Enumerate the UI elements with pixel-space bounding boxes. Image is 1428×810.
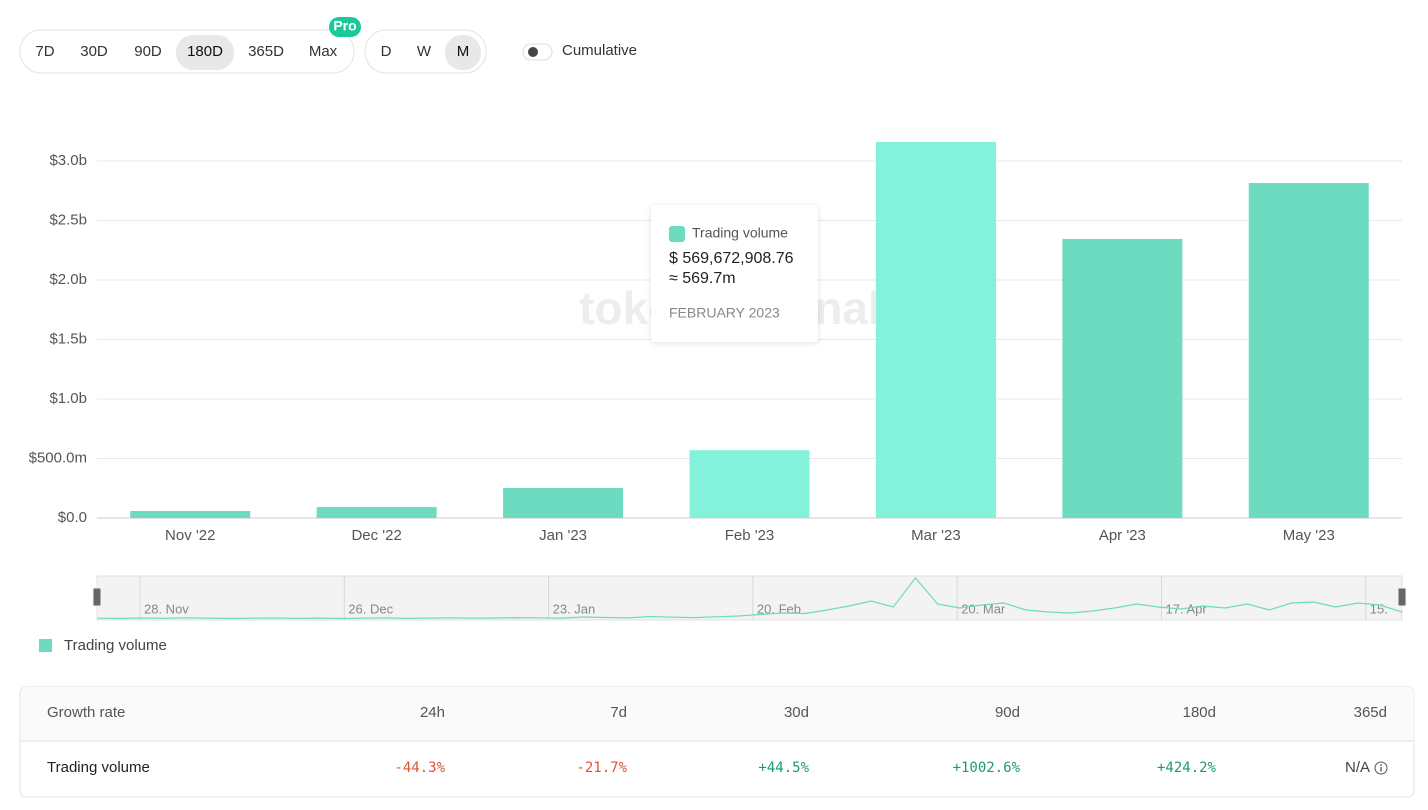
growth-cell: +424.2% (1157, 760, 1217, 776)
tooltip (651, 205, 818, 342)
pro-badge-text: Pro (333, 18, 356, 34)
tooltip-series: Trading volume (692, 225, 788, 241)
row-label: Trading volume (47, 759, 150, 776)
y-tick-label: $500.0m (29, 449, 87, 466)
bar (875, 141, 996, 518)
navigator-label: 23. Jan (553, 601, 596, 616)
navigator-label: 15. (1370, 601, 1388, 616)
navigator-label: 17. Apr (1166, 601, 1208, 616)
x-tick-label: Feb '23 (725, 527, 775, 544)
navigator-label: 28. Nov (144, 601, 189, 616)
range-button[interactable]: 90D (134, 43, 162, 60)
y-tick-label: $0.0 (58, 509, 87, 526)
info-icon[interactable] (1374, 761, 1388, 775)
range-button[interactable]: 365D (248, 43, 284, 60)
tooltip-approx: ≈ 569.7m (669, 270, 736, 287)
table-header-cell: 24h (420, 704, 445, 721)
toggle-label[interactable]: Cumulative (562, 42, 637, 59)
range-button[interactable]: 180D (187, 43, 223, 60)
bar (689, 450, 810, 518)
bar (1248, 183, 1369, 518)
table-header-cell: 7d (610, 704, 627, 721)
table-header-bg (20, 687, 1414, 741)
range-button[interactable]: Max (309, 43, 338, 60)
y-tick-label: $2.5b (49, 211, 87, 228)
x-tick-label: Dec '22 (351, 527, 401, 544)
range-button[interactable]: 30D (80, 43, 108, 60)
x-tick-label: Apr '23 (1099, 527, 1146, 544)
bar (130, 510, 251, 518)
navigator-handle[interactable] (1397, 587, 1407, 607)
bar (503, 488, 624, 518)
growth-cell: N/A (1345, 759, 1370, 776)
growth-cell: -44.3% (394, 760, 445, 776)
y-tick-label: $3.0b (49, 152, 87, 169)
range-selected (176, 35, 234, 70)
table-header-cell: Growth rate (47, 704, 125, 721)
y-tick-label: $2.0b (49, 271, 87, 288)
interval-button[interactable]: D (381, 43, 392, 60)
interval-button[interactable]: W (417, 43, 432, 60)
x-tick-label: Mar '23 (911, 527, 961, 544)
table-header-cell: 30d (784, 704, 809, 721)
x-tick-label: Jan '23 (539, 527, 587, 544)
table-header-cell: 365d (1354, 704, 1387, 721)
navigator-label: 20. Mar (961, 601, 1006, 616)
pro-badge (329, 17, 361, 37)
y-tick-label: $1.0b (49, 390, 87, 407)
x-tick-label: May '23 (1283, 527, 1335, 544)
growth-cell: +44.5% (758, 760, 809, 776)
toggle-knob (528, 47, 538, 57)
navigator-label: 26. Dec (348, 601, 393, 616)
interval-button[interactable]: M (457, 43, 470, 60)
info-icon-dot (1380, 764, 1382, 766)
navigator-line (96, 577, 1403, 620)
interval-selected (445, 35, 481, 70)
growth-cell: -21.7% (576, 760, 627, 776)
growth-cell: +1002.6% (953, 760, 1021, 776)
x-tick-label: Nov '22 (165, 527, 215, 544)
tooltip-swatch (669, 226, 685, 242)
bar (316, 507, 437, 518)
navigator-handle[interactable] (92, 587, 102, 607)
tooltip-value: $ 569,672,908.76 (669, 250, 794, 267)
bar (1062, 238, 1183, 518)
table-header-cell: 90d (995, 704, 1020, 721)
tooltip-date: FEBRUARY 2023 (669, 305, 780, 321)
range-button[interactable]: 7D (35, 43, 54, 60)
legend-swatch (39, 639, 52, 652)
y-tick-label: $1.5b (49, 330, 87, 347)
legend-label[interactable]: Trading volume (64, 637, 167, 654)
table-header-cell: 180d (1183, 704, 1216, 721)
